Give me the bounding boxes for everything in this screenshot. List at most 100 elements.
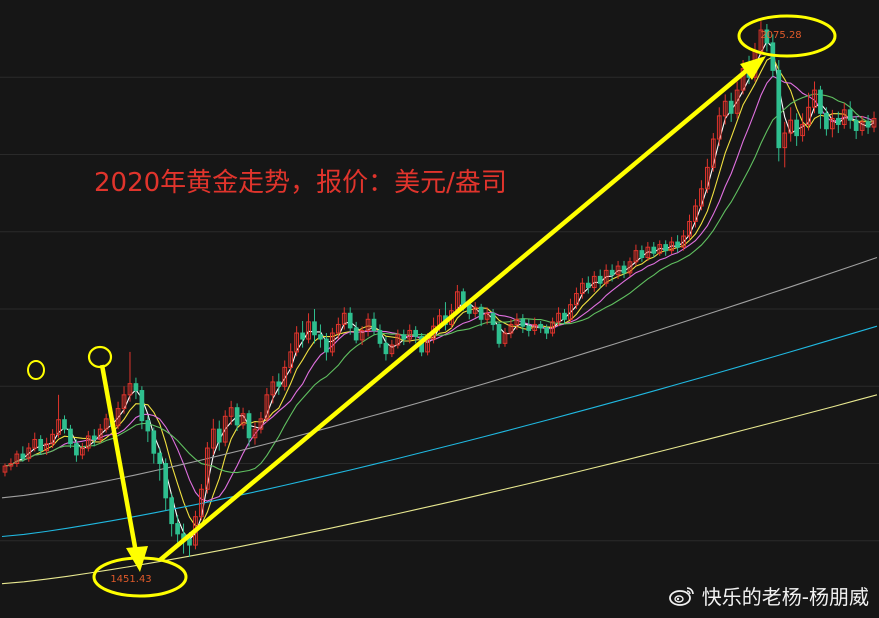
candle-body	[550, 321, 555, 334]
candle-body	[562, 312, 567, 320]
candle-body	[258, 418, 264, 430]
peak-marker-1	[27, 360, 45, 380]
candle-body	[532, 323, 538, 331]
candle-body	[681, 235, 686, 248]
candle-body	[776, 69, 782, 149]
candle-body	[663, 244, 669, 252]
candle-body	[68, 428, 73, 445]
high-label: 2075.28	[760, 30, 801, 41]
candle-body	[121, 394, 127, 410]
candle-body	[627, 261, 633, 274]
candle-body	[56, 419, 61, 435]
candle-body	[520, 318, 526, 327]
candle-body	[675, 241, 680, 248]
candle-body	[603, 269, 609, 284]
annotations: 1451.43 2075.28	[27, 14, 837, 598]
candle-body	[270, 381, 276, 396]
candle-body	[740, 68, 746, 91]
candle-body	[157, 452, 163, 465]
candle-body	[133, 383, 139, 392]
candle-body	[490, 312, 496, 325]
moving-average-line	[4, 40, 875, 541]
candle-body	[199, 488, 204, 518]
candle-body	[276, 381, 282, 387]
candle-body	[288, 351, 294, 368]
low-label: 1451.43	[110, 574, 151, 585]
long-term-average-line	[1, 325, 878, 538]
candle-body	[234, 407, 240, 426]
candle-body	[359, 329, 365, 341]
candle-body	[716, 115, 722, 140]
candle-body	[389, 344, 395, 355]
candle-body	[353, 327, 359, 341]
candle-body	[722, 100, 728, 117]
candle-body	[371, 318, 377, 331]
candle-body	[865, 121, 871, 128]
candle-body	[669, 241, 674, 252]
candle-body	[496, 323, 502, 344]
candle-body	[824, 112, 829, 130]
candle-body	[383, 342, 389, 355]
candle-body	[294, 332, 299, 353]
candle-body	[306, 321, 311, 340]
candle-body	[764, 29, 770, 44]
candle-body	[794, 119, 799, 137]
candle-body	[32, 438, 38, 449]
candle-body	[514, 318, 520, 325]
candle-body	[734, 89, 740, 114]
candle-body	[639, 250, 645, 258]
candle-body	[835, 117, 841, 125]
candle-body	[169, 497, 174, 525]
candle-body	[621, 265, 627, 274]
candle-body	[687, 220, 692, 237]
candle-body	[585, 282, 591, 289]
candle-body	[460, 291, 466, 306]
candle-body	[300, 332, 305, 340]
candle-body	[651, 246, 657, 254]
long-term-average-line	[1, 394, 878, 585]
candle-body	[645, 246, 651, 258]
candle-body	[657, 244, 663, 254]
candle-body	[395, 334, 401, 346]
candle-body	[782, 132, 788, 149]
candle-body	[538, 323, 544, 329]
low-marker	[92, 556, 188, 598]
candle-body	[705, 166, 710, 190]
candle-body	[472, 306, 478, 314]
grid-lines	[0, 76, 879, 542]
candle-body	[210, 428, 216, 449]
candle-body	[609, 269, 615, 276]
down-arrow-shaft	[99, 364, 140, 559]
candle-body	[246, 413, 252, 439]
candle-body	[139, 390, 145, 422]
candle-body	[347, 312, 353, 329]
candle-body	[282, 366, 288, 387]
candle-body	[115, 408, 121, 427]
candle-body	[175, 523, 180, 535]
candle-body	[14, 453, 20, 464]
candle-body	[544, 327, 549, 334]
candle-body	[728, 100, 734, 114]
candle-body	[806, 106, 811, 125]
candle-body	[222, 415, 228, 443]
candle-body	[38, 438, 44, 452]
candle-body	[526, 325, 532, 331]
candle-body	[252, 428, 258, 439]
candle-body	[407, 329, 413, 340]
candle-body	[574, 293, 579, 306]
watermark: 快乐的老杨-杨朋威	[668, 581, 869, 610]
candle-body	[710, 138, 716, 168]
candle-body	[187, 538, 192, 546]
candle-body	[74, 443, 79, 456]
candle-body	[478, 306, 484, 320]
candle-body	[127, 383, 133, 396]
candle-body	[62, 419, 67, 430]
candle-body	[324, 338, 329, 353]
candle-body	[365, 318, 371, 331]
candle-body	[145, 420, 151, 432]
candle-body	[216, 428, 222, 443]
high-marker	[737, 14, 837, 58]
candle-body	[401, 334, 407, 340]
candle-body	[818, 89, 823, 114]
